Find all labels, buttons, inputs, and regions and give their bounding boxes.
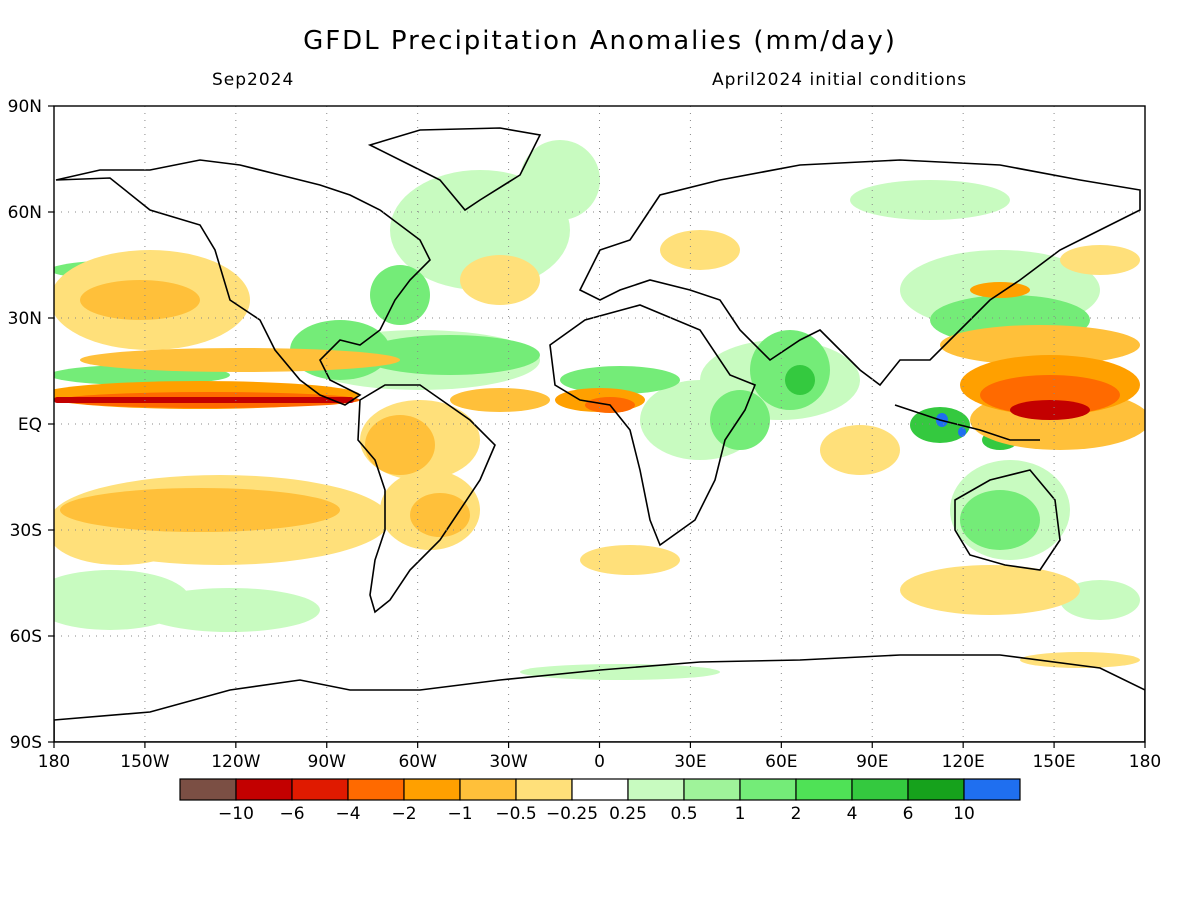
initial-conditions: April2024 initial conditions [712, 70, 968, 90]
colorbar-swatch [347, 778, 405, 801]
lon-label: 120W [211, 752, 260, 772]
coastlines [54, 127, 1145, 742]
colorbar-label: −6 [279, 804, 304, 824]
colorbar-label: −4 [335, 804, 360, 824]
colorbar-label: 0.25 [609, 804, 647, 824]
colorbar-swatch [235, 778, 293, 801]
anomaly-fields [54, 140, 1145, 680]
chart-title: GFDL Precipitation Anomalies (mm/day) [303, 26, 897, 56]
colorbar-label: 2 [791, 804, 802, 824]
colorbar-swatch [907, 778, 965, 801]
lon-label: 90E [856, 752, 888, 772]
lon-label: 180 [1129, 752, 1161, 772]
colorbar-label: 4 [847, 804, 858, 824]
lon-label: 0 [594, 752, 605, 772]
colorbar-label: 6 [903, 804, 914, 824]
colorbar-label: −0.5 [495, 804, 536, 824]
colorbar-label: 1 [735, 804, 746, 824]
colorbar-label: −1 [447, 804, 472, 824]
coast-eurasia [578, 159, 1141, 387]
lat-label: 60S [10, 627, 42, 647]
coast-north-america [55, 159, 431, 406]
colorbar-swatch [963, 778, 1021, 801]
lon-label: 150W [120, 752, 169, 772]
lat-label: 90N [8, 97, 42, 117]
lon-label: 30W [489, 752, 528, 772]
colorbar-swatch [739, 778, 797, 801]
colorbar-label: −10 [218, 804, 254, 824]
lon-label: 90W [308, 752, 347, 772]
colorbar-label: 0.5 [670, 804, 697, 824]
colorbar-label: 10 [953, 804, 975, 824]
lon-label: 120E [942, 752, 985, 772]
colorbar-swatch [291, 778, 349, 801]
colorbar: −10 −6 −4 −2 −1 −0.5 −0.25 0.25 0.5 1 2 4 6 10 [179, 778, 1021, 824]
colorbar-swatch [179, 778, 237, 801]
lon-label: 150E [1032, 752, 1075, 772]
lat-label: 60N [8, 203, 42, 223]
lon-label: 60E [765, 752, 797, 772]
dry-extreme-regions [54, 397, 1090, 420]
coast-australia [954, 469, 1061, 571]
coast-indonesia [894, 404, 1040, 441]
coast-africa [549, 304, 757, 547]
colorbar-swatch [571, 778, 629, 801]
colorbar-swatch [403, 778, 461, 801]
coast-antarctica [54, 654, 1145, 742]
coast-greenland [367, 127, 542, 212]
lat-label: 30S [10, 521, 42, 541]
colorbar-swatch [683, 778, 741, 801]
lon-label: 60W [398, 752, 437, 772]
lat-label: 30N [8, 309, 42, 329]
colorbar-swatch [851, 778, 909, 801]
coast-south-america [357, 384, 496, 614]
colorbar-label: −2 [391, 804, 416, 824]
colorbar-swatch [795, 778, 853, 801]
lat-label: 90S [10, 733, 42, 753]
colorbar-swatch [515, 778, 573, 801]
lat-label: EQ [18, 415, 42, 435]
lon-label: 180 [38, 752, 70, 772]
colorbar-swatch [627, 778, 685, 801]
colorbar-swatch [459, 778, 517, 801]
graticule [54, 106, 1145, 742]
lon-label: 30E [674, 752, 706, 772]
forecast-month: Sep2024 [212, 70, 295, 90]
dry-mid-regions [60, 280, 1145, 537]
colorbar-label: −0.25 [546, 804, 598, 824]
